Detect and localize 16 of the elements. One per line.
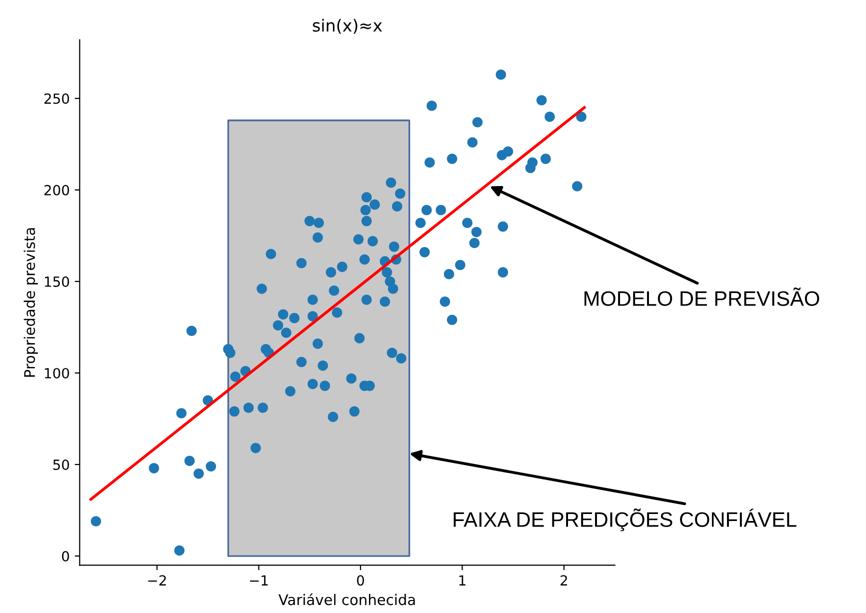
y-tick-label: 0 xyxy=(62,551,70,562)
y-tick-label: 250 xyxy=(44,93,70,104)
x-axis-title: Variável conhecida xyxy=(278,593,415,606)
x-tick-label: 0 xyxy=(356,575,364,586)
chart-title: sin(x)≈x xyxy=(312,18,382,34)
x-tick-label: 1 xyxy=(459,575,466,586)
y-axis-title: Propriedade prevista xyxy=(24,228,38,377)
annotation: FAIXA DE PREDIÇÕES CONFIÁVEL xyxy=(454,508,796,532)
x-tick-label: −1 xyxy=(250,575,268,586)
x-tick-label: 2 xyxy=(560,575,568,586)
y-tick-label: 150 xyxy=(44,276,70,287)
y-tick-label: 100 xyxy=(44,368,70,378)
annotation: MODELO DE PREVISÃO xyxy=(584,287,820,306)
y-tick-label: 50 xyxy=(53,459,70,470)
y-tick-label: 200 xyxy=(44,184,70,196)
x-tick-label: −2 xyxy=(148,575,166,586)
